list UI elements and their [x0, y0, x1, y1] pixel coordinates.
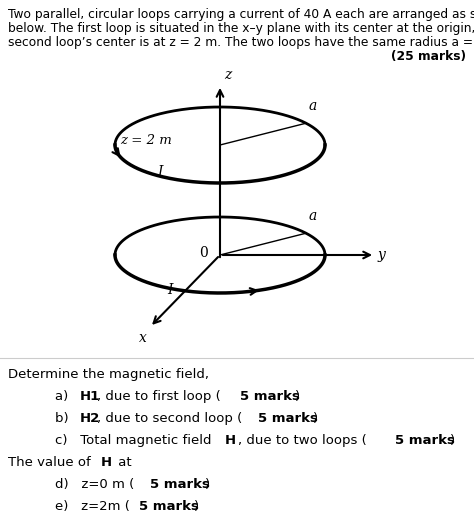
Text: , due to second loop (: , due to second loop (: [97, 412, 242, 425]
Text: d)   z=0 m (: d) z=0 m (: [55, 478, 134, 491]
Text: ): ): [450, 434, 455, 447]
Text: 0: 0: [199, 246, 208, 260]
Text: a: a: [309, 209, 317, 223]
Text: ): ): [205, 478, 210, 491]
Text: Two parallel, circular loops carrying a current of 40 A each are arranged as sho: Two parallel, circular loops carrying a …: [8, 8, 474, 21]
Text: 5 marks: 5 marks: [395, 434, 455, 447]
Text: below. The first loop is situated in the x–y plane with its center at the origin: below. The first loop is situated in the…: [8, 22, 474, 35]
Text: b): b): [55, 412, 77, 425]
Text: a): a): [55, 390, 77, 403]
Text: ): ): [313, 412, 318, 425]
Text: x: x: [139, 331, 147, 345]
Text: 5 marks: 5 marks: [258, 412, 318, 425]
Text: y: y: [378, 248, 386, 262]
Text: The value of: The value of: [8, 456, 95, 469]
Text: ): ): [295, 390, 300, 403]
Text: 5 marks: 5 marks: [150, 478, 210, 491]
Text: I: I: [167, 283, 173, 297]
Text: at: at: [114, 456, 132, 469]
Text: H1: H1: [80, 390, 100, 403]
Text: H2: H2: [80, 412, 100, 425]
Text: , due to first loop (: , due to first loop (: [97, 390, 221, 403]
Text: 5 marks: 5 marks: [139, 500, 199, 513]
Text: e)   z=2m (: e) z=2m (: [55, 500, 130, 513]
Text: (25 marks): (25 marks): [391, 50, 466, 63]
Text: H: H: [225, 434, 236, 447]
Text: ): ): [194, 500, 199, 513]
Text: Determine the magnetic field,: Determine the magnetic field,: [8, 368, 209, 381]
Text: 5 marks: 5 marks: [240, 390, 300, 403]
Text: second loop’s center is at z = 2 m. The two loops have the same radius a = 3 m.: second loop’s center is at z = 2 m. The …: [8, 36, 474, 49]
Text: , due to two loops (: , due to two loops (: [238, 434, 367, 447]
Text: H: H: [101, 456, 112, 469]
Text: c)   Total magnetic field: c) Total magnetic field: [55, 434, 216, 447]
Text: z = 2 m: z = 2 m: [120, 133, 172, 146]
Text: z: z: [224, 68, 231, 82]
Text: a: a: [309, 99, 317, 113]
Text: I: I: [157, 165, 163, 179]
